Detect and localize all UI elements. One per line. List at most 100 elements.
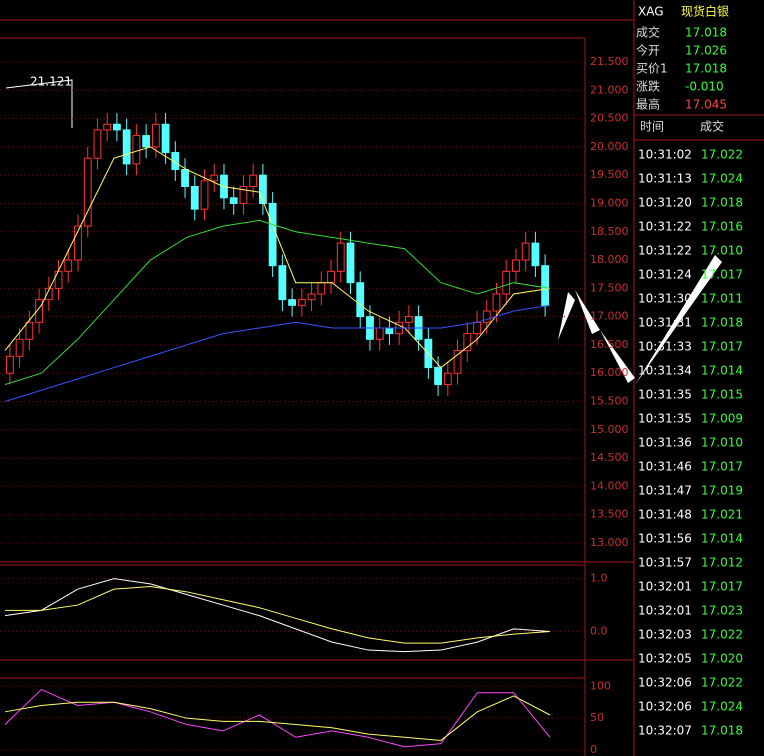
trade-price: 17.014: [701, 364, 743, 378]
trade-price: 17.020: [701, 652, 743, 666]
quote-label: 成交: [636, 25, 660, 40]
trade-price: 17.022: [701, 148, 743, 162]
trade-price: 17.011: [701, 292, 743, 306]
trade-price: 17.018: [701, 196, 743, 210]
trade-time: 10:32:06: [638, 700, 692, 714]
y-tick-label: 17.500: [590, 281, 629, 294]
y-tick-label: 21.500: [590, 55, 629, 68]
candle-body: [482, 310, 491, 323]
y-tick-label: 15.000: [590, 423, 629, 436]
trade-time: 10:31:35: [638, 388, 692, 402]
y-tick-label: 19.500: [590, 168, 629, 181]
candle-body: [93, 129, 102, 159]
candle-body: [122, 129, 131, 165]
moving-average: [4, 304, 551, 403]
y-tick-label: 21.000: [590, 83, 629, 96]
quote-value: -0.010: [685, 80, 724, 94]
macd-line: [4, 578, 551, 653]
quote-label: 最高: [636, 97, 660, 112]
candle-body: [346, 242, 355, 284]
y-tick-label: 0: [590, 743, 597, 756]
quote-value: 17.045: [685, 98, 727, 112]
candle-body: [297, 299, 306, 306]
candle-body: [103, 123, 112, 131]
candle-body: [239, 185, 248, 204]
y-tick-label: 17.000: [590, 310, 629, 323]
candle-body: [132, 135, 141, 165]
candle-body: [113, 123, 121, 131]
y-tick-label: 18.000: [590, 253, 629, 266]
y-tick-label: 18.500: [590, 225, 629, 238]
candle-body: [64, 259, 73, 272]
quote-label: 买价1: [636, 62, 668, 76]
trade-time: 10:32:05: [638, 652, 692, 666]
kdj-line: [4, 688, 551, 748]
trade-price: 17.014: [701, 532, 743, 546]
trade-time: 10:31:57: [638, 556, 692, 570]
y-tick-label: 0.0: [590, 625, 608, 638]
trade-price: 17.017: [701, 580, 743, 594]
trade-time: 10:31:34: [638, 364, 692, 378]
candle-body: [278, 265, 287, 301]
candle-body: [502, 270, 511, 295]
candle-body: [541, 265, 550, 306]
trade-price: 17.017: [701, 340, 743, 354]
quote-value: 17.018: [685, 62, 727, 76]
quote-label: 涨跌: [636, 79, 660, 94]
candle-body: [463, 333, 472, 352]
candle-body: [317, 282, 326, 295]
arrows: [558, 255, 722, 385]
trade-time: 10:31:22: [638, 244, 692, 258]
y-tick-label: 14.500: [590, 451, 629, 464]
candle-body: [171, 152, 180, 171]
trade-time: 10:31:13: [638, 172, 692, 186]
symbol: XAG: [638, 5, 664, 19]
trade-price: 17.022: [701, 628, 743, 642]
trade-price: 17.010: [701, 436, 743, 450]
candle-body: [142, 135, 151, 148]
trade-time: 10:31:20: [638, 196, 692, 210]
moving-average: [4, 146, 551, 369]
y-tick-label: 13.500: [590, 508, 629, 521]
candle-body: [375, 327, 384, 340]
trade-price: 17.017: [701, 268, 743, 282]
quote-value: 17.026: [685, 44, 727, 58]
trade-time: 10:31:36: [638, 436, 692, 450]
trade-time: 10:31:22: [638, 220, 692, 234]
y-tick-label: 50: [590, 711, 604, 724]
instrument-name: 现货白银: [681, 4, 729, 19]
y-tick-label: 13.000: [590, 536, 629, 549]
annotation-leader: [5, 79, 73, 128]
y-tick-label: 16.000: [590, 366, 629, 379]
trade-time: 10:31:30: [638, 292, 692, 306]
candle-body: [151, 123, 160, 148]
candle-body: [54, 270, 63, 289]
candle-body: [229, 197, 238, 204]
trade-price: 17.024: [701, 172, 743, 186]
candle-body: [181, 169, 189, 187]
trade-time: 10:31:31: [638, 316, 692, 330]
candle-body: [15, 338, 24, 357]
candle-body: [531, 242, 540, 267]
candle-body: [307, 293, 316, 301]
trade-time: 10:31:46: [638, 460, 692, 474]
candle-body: [453, 350, 462, 374]
y-tick-label: 19.000: [590, 196, 629, 209]
trade-time: 10:31:48: [638, 508, 692, 522]
trade-time: 10:32:07: [638, 724, 692, 738]
trade-price: 17.021: [701, 508, 743, 522]
candle-body: [200, 180, 209, 210]
candle-body: [404, 316, 413, 323]
trades-header: 时间: [640, 120, 664, 134]
trade-price: 17.017: [701, 460, 743, 474]
candle-body: [492, 293, 501, 312]
kdj-line: [4, 695, 551, 741]
trade-time: 10:32:03: [638, 628, 692, 642]
candle-body: [512, 259, 520, 272]
y-tick-label: 15.500: [590, 395, 629, 408]
trade-time: 10:31:02: [638, 148, 692, 162]
y-tick-label: 100: [590, 679, 611, 692]
candle-body: [161, 123, 170, 154]
candle-body: [83, 157, 92, 227]
